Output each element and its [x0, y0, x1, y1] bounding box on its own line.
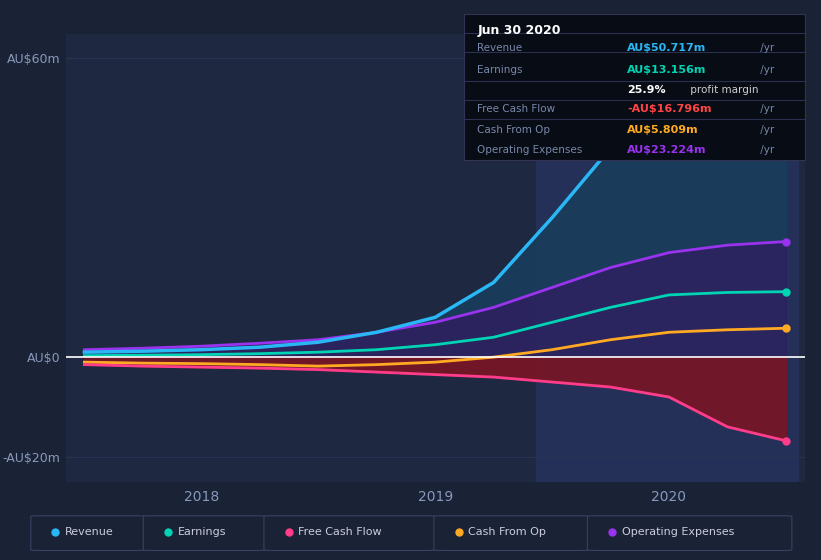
Text: -AU$16.796m: -AU$16.796m	[627, 104, 712, 114]
Text: Free Cash Flow: Free Cash Flow	[478, 104, 556, 114]
Text: AU$13.156m: AU$13.156m	[627, 65, 707, 75]
Text: profit margin: profit margin	[687, 85, 759, 95]
Text: /yr: /yr	[757, 65, 774, 75]
Text: Earnings: Earnings	[178, 527, 227, 537]
Text: Free Cash Flow: Free Cash Flow	[299, 527, 382, 537]
Text: Jun 30 2020: Jun 30 2020	[478, 24, 561, 37]
FancyBboxPatch shape	[144, 516, 266, 550]
FancyBboxPatch shape	[588, 516, 791, 550]
Text: Operating Expenses: Operating Expenses	[478, 145, 583, 155]
Text: Earnings: Earnings	[478, 65, 523, 75]
FancyBboxPatch shape	[31, 516, 145, 550]
Text: /yr: /yr	[757, 104, 774, 114]
FancyBboxPatch shape	[433, 516, 589, 550]
Text: /yr: /yr	[757, 145, 774, 155]
Text: Operating Expenses: Operating Expenses	[622, 527, 734, 537]
Text: Revenue: Revenue	[66, 527, 114, 537]
Text: Cash From Op: Cash From Op	[469, 527, 546, 537]
FancyBboxPatch shape	[264, 516, 435, 550]
Text: 25.9%: 25.9%	[627, 85, 666, 95]
Text: AU$50.717m: AU$50.717m	[627, 43, 707, 53]
Text: Cash From Op: Cash From Op	[478, 125, 551, 134]
Bar	[535, 34, 797, 482]
Text: /yr: /yr	[757, 43, 774, 53]
Text: Revenue: Revenue	[478, 43, 523, 53]
Text: AU$5.809m: AU$5.809m	[627, 125, 699, 134]
Text: AU$23.224m: AU$23.224m	[627, 145, 707, 155]
Text: /yr: /yr	[757, 125, 774, 134]
